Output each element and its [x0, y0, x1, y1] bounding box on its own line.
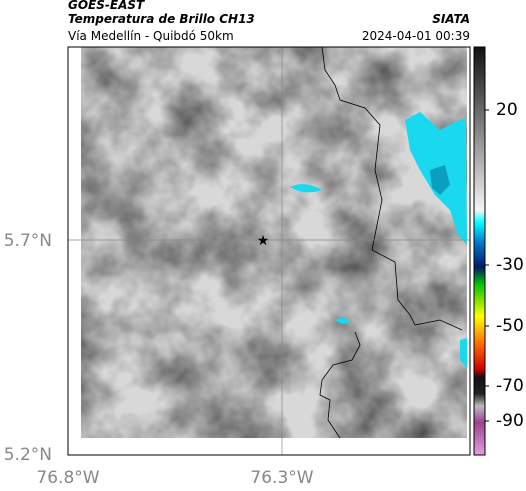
lon-label: 76.3°W [250, 468, 313, 488]
border-line [319, 46, 463, 439]
colorbar-label: -70 [496, 376, 524, 396]
timestamp: 2024-04-01 00:39 [362, 29, 470, 43]
location-marker: ★ [257, 233, 270, 249]
colorbar-label: -90 [496, 411, 524, 431]
colorbar-ticks [485, 109, 489, 422]
lat-label: 5.7°N [4, 231, 52, 251]
colorbar-label: -30 [496, 255, 524, 275]
colorbar [473, 46, 486, 456]
colorbar-label: -50 [496, 316, 524, 336]
source: SIATA [432, 12, 470, 26]
route: Vía Medellín - Quibdó 50km [68, 29, 234, 43]
subtitle: Temperatura de Brillo CH13 [68, 12, 255, 26]
lon-label: 76.8°W [36, 468, 99, 488]
colorbar-label: 20 [496, 100, 518, 120]
lat-label: 5.2°N [4, 445, 52, 465]
cloud-texture [81, 47, 467, 438]
coldest-core [430, 165, 450, 195]
map-frame [67, 46, 471, 456]
title: GOES-EAST [68, 0, 145, 12]
